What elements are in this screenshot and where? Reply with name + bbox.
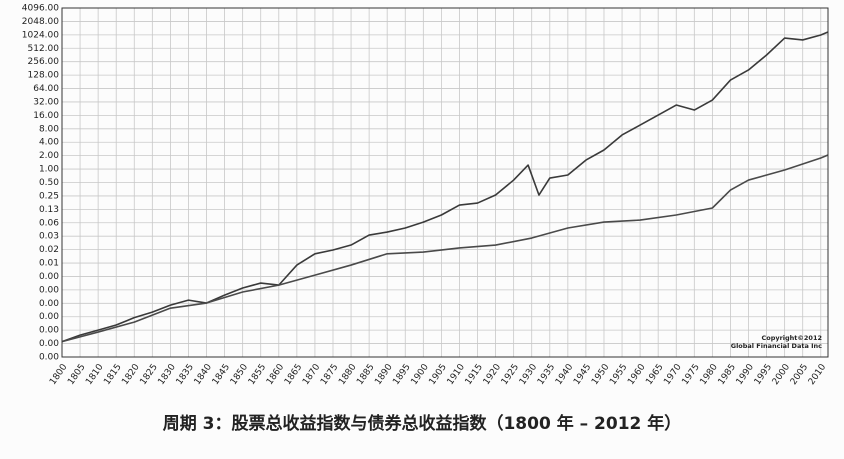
y-tick-label: 0.25 xyxy=(39,191,59,201)
y-tick-label: 0.50 xyxy=(39,178,59,188)
y-tick-label: 4.00 xyxy=(39,138,59,148)
annotation: Global Financial Data Inc xyxy=(731,342,822,350)
y-tick-label: 2.00 xyxy=(39,151,59,161)
y-tick-label: 1.00 xyxy=(39,165,59,175)
y-tick-label: 512.00 xyxy=(28,44,60,54)
y-tick-label: 0.00 xyxy=(39,272,59,282)
plot-frame xyxy=(61,7,829,358)
y-tick-label: 32.00 xyxy=(33,97,59,107)
y-tick-label: 1024.00 xyxy=(22,30,59,40)
annotation: Copyright©2012 xyxy=(761,334,822,342)
y-tick-label: 0.02 xyxy=(39,245,59,255)
y-tick-label: 128.00 xyxy=(28,71,60,81)
grid xyxy=(61,7,828,358)
data-line xyxy=(61,154,829,343)
chart-title: 周期 3：股票总收益指数与债券总收益指数（1800 年 – 2012 年） xyxy=(163,413,682,434)
y-tick-label: 0.00 xyxy=(39,285,59,295)
y-tick-label: 0.00 xyxy=(39,326,59,336)
y-tick-label: 0.06 xyxy=(39,218,59,228)
y-tick-label: 0.03 xyxy=(39,232,59,242)
y-tick-label: 0.01 xyxy=(39,259,59,269)
lines xyxy=(61,31,829,343)
data-line xyxy=(61,31,829,343)
y-tick-label: 2048.00 xyxy=(22,17,59,27)
y-tick-label: 0.13 xyxy=(39,205,59,215)
y-tick-label: 0.00 xyxy=(39,312,59,322)
y-tick-label: 64.00 xyxy=(33,84,59,94)
y-tick-label: 256.00 xyxy=(28,57,60,67)
y-tick-label: 0.00 xyxy=(39,339,59,349)
y-tick-label: 8.00 xyxy=(39,124,59,134)
y-tick-label: 0.00 xyxy=(39,353,59,363)
y-tick-label: 4096.00 xyxy=(22,4,59,14)
y-tick-label: 16.00 xyxy=(33,111,59,121)
y-tick-label: 0.00 xyxy=(39,299,59,309)
